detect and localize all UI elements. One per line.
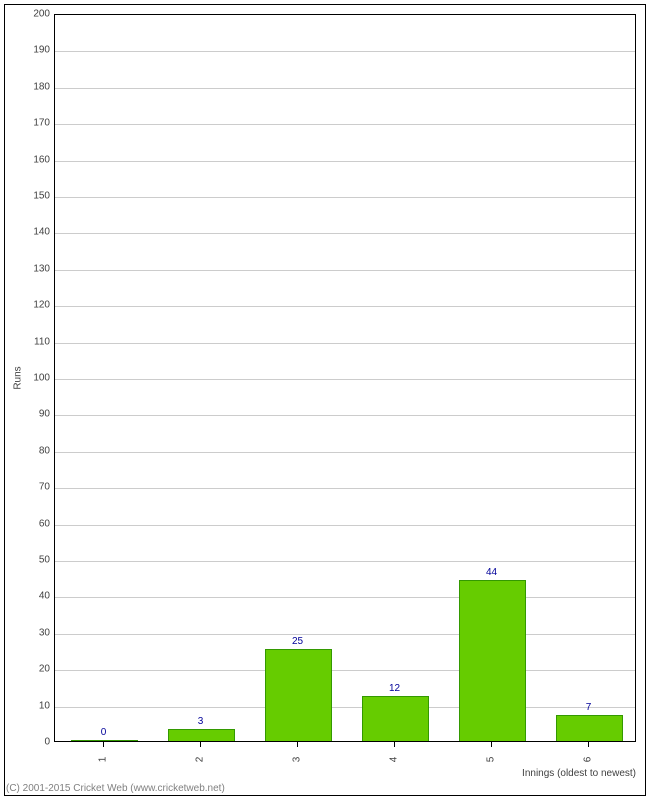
gridline bbox=[55, 51, 635, 52]
x-tick-mark bbox=[491, 742, 492, 747]
gridline bbox=[55, 670, 635, 671]
bar bbox=[71, 740, 137, 741]
y-tick-label: 100 bbox=[24, 373, 50, 384]
x-tick-mark bbox=[297, 742, 298, 747]
x-tick-label: 6 bbox=[582, 757, 593, 763]
plot-area: 0 3 25 12 44 7 bbox=[54, 14, 636, 742]
y-tick-label: 150 bbox=[24, 191, 50, 202]
x-tick-label: 1 bbox=[97, 757, 108, 763]
x-tick-label: 5 bbox=[485, 757, 496, 763]
y-tick-label: 80 bbox=[24, 445, 50, 456]
bar bbox=[168, 729, 234, 741]
gridline bbox=[55, 161, 635, 162]
x-tick-mark bbox=[394, 742, 395, 747]
bar bbox=[459, 580, 525, 741]
y-tick-label: 0 bbox=[24, 737, 50, 748]
copyright-text: (C) 2001-2015 Cricket Web (www.cricketwe… bbox=[6, 783, 225, 794]
chart-frame: 032512447 Runs Innings (oldest to newest… bbox=[0, 0, 650, 800]
x-axis-title: Innings (oldest to newest) bbox=[522, 768, 636, 779]
gridline bbox=[55, 415, 635, 416]
y-tick-label: 60 bbox=[24, 518, 50, 529]
gridline bbox=[55, 707, 635, 708]
y-tick-label: 70 bbox=[24, 482, 50, 493]
y-tick-label: 130 bbox=[24, 263, 50, 274]
bar bbox=[556, 715, 622, 741]
bar-value-label: 12 bbox=[389, 683, 400, 694]
bar-value-label: 44 bbox=[486, 567, 497, 578]
x-tick-mark bbox=[588, 742, 589, 747]
y-tick-label: 140 bbox=[24, 227, 50, 238]
y-tick-label: 30 bbox=[24, 627, 50, 638]
y-tick-label: 40 bbox=[24, 591, 50, 602]
bar-value-label: 3 bbox=[198, 716, 204, 727]
bar bbox=[265, 649, 331, 741]
y-tick-label: 10 bbox=[24, 700, 50, 711]
y-tick-label: 200 bbox=[24, 9, 50, 20]
y-axis-title: Runs bbox=[13, 366, 24, 389]
x-tick-label: 3 bbox=[291, 757, 302, 763]
gridline bbox=[55, 197, 635, 198]
x-tick-mark bbox=[103, 742, 104, 747]
x-tick-label: 4 bbox=[388, 757, 399, 763]
gridline bbox=[55, 561, 635, 562]
y-tick-label: 160 bbox=[24, 154, 50, 165]
gridline bbox=[55, 597, 635, 598]
gridline bbox=[55, 88, 635, 89]
x-tick-mark bbox=[200, 742, 201, 747]
gridline bbox=[55, 488, 635, 489]
y-tick-label: 50 bbox=[24, 555, 50, 566]
bar bbox=[362, 696, 428, 741]
gridline bbox=[55, 306, 635, 307]
y-tick-label: 110 bbox=[24, 336, 50, 347]
gridline bbox=[55, 525, 635, 526]
y-tick-label: 170 bbox=[24, 118, 50, 129]
gridline bbox=[55, 124, 635, 125]
gridline bbox=[55, 270, 635, 271]
y-tick-label: 90 bbox=[24, 409, 50, 420]
gridline bbox=[55, 233, 635, 234]
y-tick-label: 20 bbox=[24, 664, 50, 675]
y-tick-label: 180 bbox=[24, 81, 50, 92]
y-tick-label: 120 bbox=[24, 300, 50, 311]
gridline bbox=[55, 452, 635, 453]
gridline bbox=[55, 634, 635, 635]
gridline bbox=[55, 379, 635, 380]
gridline bbox=[55, 343, 635, 344]
x-tick-label: 2 bbox=[194, 757, 205, 763]
bar-value-label: 25 bbox=[292, 636, 303, 647]
y-tick-label: 190 bbox=[24, 45, 50, 56]
bar-value-label: 7 bbox=[586, 702, 592, 713]
bar-value-label: 0 bbox=[101, 727, 107, 738]
